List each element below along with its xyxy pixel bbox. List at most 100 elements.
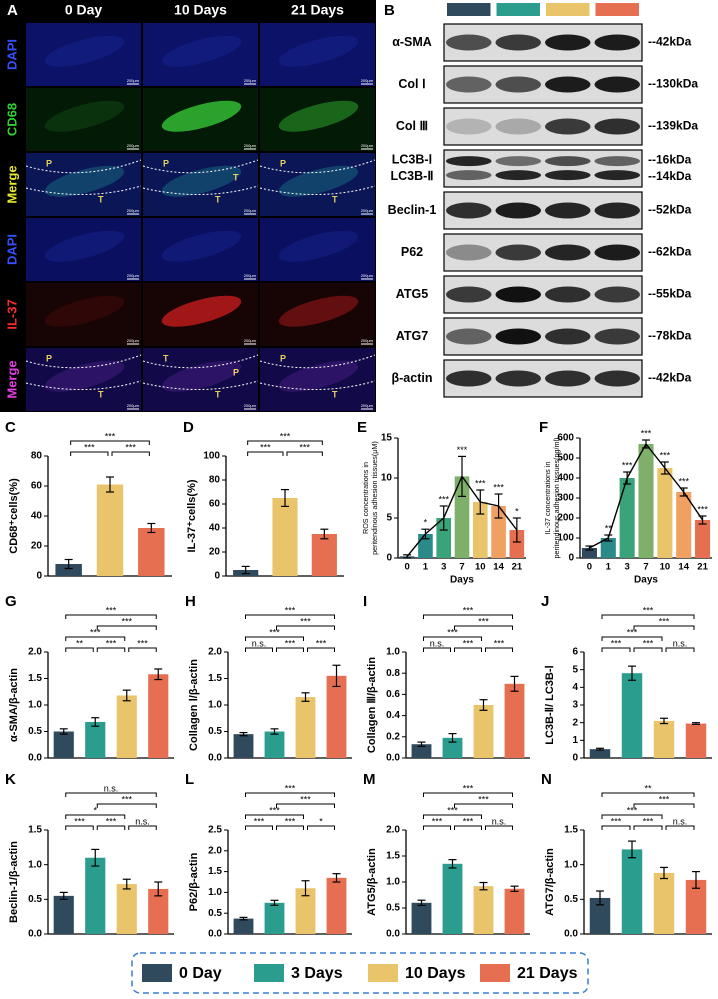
y-tick-label: 60 [209,499,221,510]
error-bar [239,731,248,737]
protein-band [445,286,492,303]
scale-bar-label: 200μm [361,143,374,148]
micrograph [143,218,258,281]
lane-color-key [447,3,491,16]
molecular-weight: --16kDa [648,153,692,167]
protein-band [495,170,542,181]
error-bar [122,878,131,890]
scale-bar-label: 200μm [127,208,140,213]
y-tick-label: 0.6 [386,689,400,700]
scale-bar-label: 200μm [127,338,140,343]
y-tick-label: 0 [36,571,42,582]
tissue-signal [44,100,125,132]
significance-label: n.s. [135,816,150,826]
y-axis-label: IL-37⁺cells(%) [186,479,198,552]
significance-label: n.s. [430,638,445,648]
significance-label: *** [269,627,280,637]
x-tick-label: 21 [512,562,523,573]
y-tick-label: 3 [572,700,578,711]
y-tick-label: 0.0 [28,753,42,764]
bar [619,478,635,558]
significance-bracket [65,792,157,797]
error-bar [510,675,519,692]
significance-bracket [601,614,695,619]
bar [55,564,82,576]
lane-color-key [496,3,540,16]
y-tick-label: 0 [568,553,574,564]
significance-bracket [245,825,273,830]
significance-label: *** [478,616,489,626]
panel-letter: L [185,771,194,788]
error-bar [596,747,604,751]
significance-label: *** [90,627,101,637]
y-tick-label: 0.8 [386,668,400,679]
protein-band [495,156,542,167]
boundary-line [142,380,259,391]
lane-color-key [546,3,590,16]
significance-label: *** [106,638,117,648]
y-tick-label: 100 [557,533,574,544]
x-tick-label: 10 [660,562,671,573]
y-tick-label: 0.0 [208,753,222,764]
bar [685,723,707,758]
scale-bar-label: 200μm [244,403,257,408]
bar [418,534,433,558]
panel-letter: N [541,771,552,788]
significance-label: *** [121,616,132,626]
row-label: Merge [4,360,19,398]
significance-bracket [423,792,513,797]
significance-bracket [307,647,335,652]
significance-label: *** [280,431,291,441]
significance-label: n.s. [492,816,507,826]
boundary-line [259,159,376,174]
bar [148,674,169,758]
protein-band [495,76,542,93]
significance-label: *** [463,638,474,648]
tissue-signal [161,360,242,392]
protein-band [594,328,641,345]
significance-label: *** [285,816,296,826]
significance-label: *** [438,494,449,504]
error-bar [332,664,341,688]
significance-bracket [65,614,157,619]
significance-label: ** [605,523,613,533]
protein-band [594,118,641,135]
error-bar [59,728,68,735]
significance-bracket [423,647,451,652]
protein-band [495,118,542,135]
y-tick-label: 500 [557,453,574,464]
tissue-signal [161,165,242,197]
y-tick-label: 2 [572,717,578,728]
error-bar [479,699,488,711]
bar [653,872,675,934]
significance-label: *** [659,616,670,626]
protein-band [495,244,542,261]
significance-label: *** [493,482,504,492]
micrograph [26,23,141,86]
protein-band [445,156,492,167]
scale-bar-label: 200μm [361,273,374,278]
y-tick-label: 2.0 [208,845,222,856]
column-header: 10 Days [174,2,227,18]
protein-band [594,76,641,93]
error-bar [660,717,668,725]
bar [504,888,525,934]
error-bar [417,741,426,747]
protein-band [445,34,492,51]
y-tick-label: 40 [31,511,43,522]
bar [685,879,707,934]
bar [326,877,347,934]
y-tick-label: 0.5 [564,894,578,905]
y-tick-label: 0.4 [386,710,400,721]
significance-bracket [276,625,335,630]
significance-label: *** [316,638,327,648]
molecular-weight: --14kDa [648,169,692,183]
legend-swatch [368,964,398,982]
error-bar [510,885,519,892]
bar [233,918,254,934]
row-label: Merge [4,165,19,203]
x-tick-label: 3 [624,562,629,573]
bar [295,697,316,758]
y-tick-label: 0 [572,753,578,764]
protein-name: Beclin-1 [388,203,437,217]
